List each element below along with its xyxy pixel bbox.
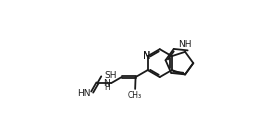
Text: HN: HN [77,89,90,98]
Text: H: H [104,83,110,92]
Text: N: N [103,78,110,88]
Text: N: N [143,51,151,61]
Text: CH₃: CH₃ [128,91,142,100]
Text: NH: NH [178,40,192,49]
Text: N: N [143,51,151,61]
Text: SH: SH [105,71,117,80]
